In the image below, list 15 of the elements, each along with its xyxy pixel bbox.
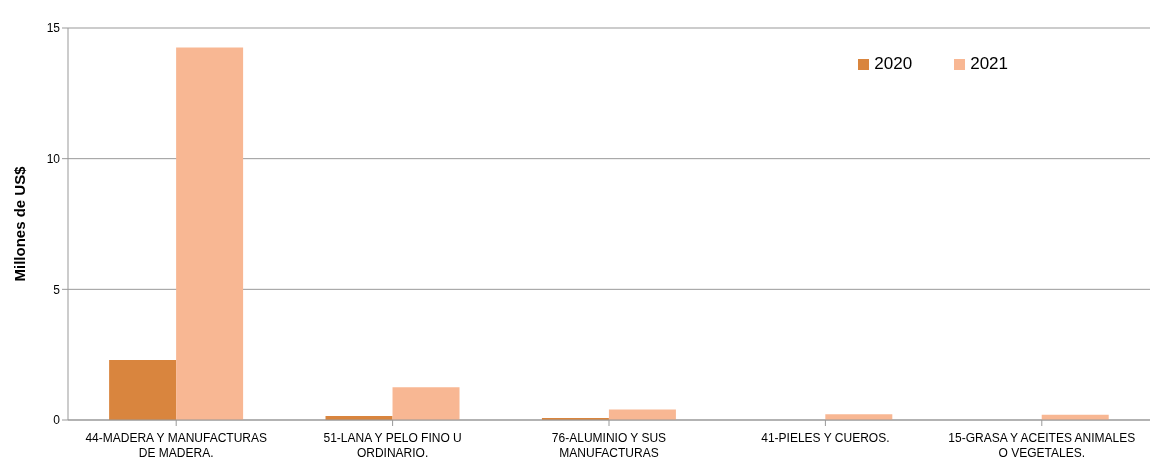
y-axis-title: Millones de US$ (11, 165, 29, 282)
x-tick-label: 15-GRASA Y ACEITES ANIMALES O VEGETALES. (948, 431, 1136, 460)
bar (176, 47, 244, 420)
legend-label: 2021 (969, 54, 1008, 74)
x-tick-label: 44-MADERA Y MANUFACTURAS DE MADERA. (85, 431, 267, 460)
bar (109, 359, 177, 420)
x-tick-label: 76-ALUMINIO Y SUS MANUFACTURAS (551, 431, 667, 460)
y-tick-label: 10 (46, 151, 61, 166)
x-tick-label: 41-PIELES Y CUEROS. (761, 431, 890, 445)
y-tick-label: 15 (46, 21, 61, 36)
legend-label: 2020 (873, 54, 913, 74)
x-tick-label: 51-LANA Y PELO FINO U ORDINARIO. (323, 431, 462, 460)
y-tick-label: 5 (53, 282, 61, 297)
y-tick-label: 0 (53, 413, 61, 428)
bar (392, 387, 460, 420)
